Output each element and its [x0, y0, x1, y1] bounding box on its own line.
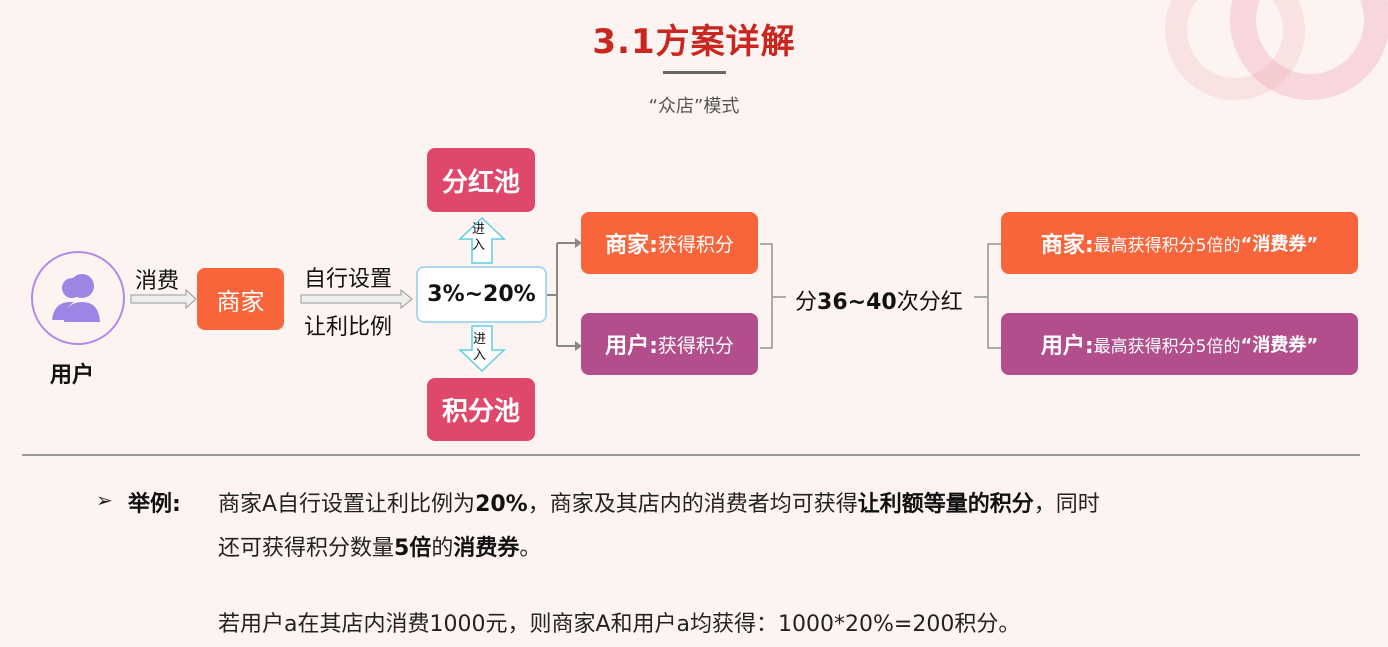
merchant-prefix: 商家:: [1040, 233, 1094, 258]
set-ratio-label-1: 自行设置: [304, 267, 393, 292]
times-range: 36~40: [817, 290, 897, 315]
dividend-times-label: 分36~40次分红: [795, 284, 963, 316]
text: 商家A自行设置让利比例为: [218, 492, 476, 517]
merchant-points-text: 获得积分: [657, 233, 734, 256]
points-pool-label: 积分池: [441, 397, 520, 427]
user-points-box: 用户: 获得积分: [581, 313, 758, 375]
user-voucher-box: 用户: 最高获得积分5倍的 “消费券”: [1001, 313, 1358, 375]
example-line-1: 商家A自行设置让利比例为20%，商家及其店内的消费者均可获得让利额等量的积分，同…: [218, 486, 1100, 518]
set-ratio-label-2: 让利比例: [304, 315, 393, 340]
user-prefix: 用户:: [605, 334, 658, 359]
text: 消费券: [453, 536, 520, 561]
page-subtitle: “众店”模式: [648, 96, 740, 117]
consume-label: 消费: [135, 269, 180, 294]
user-points-text: 获得积分: [657, 334, 734, 357]
text: 。: [519, 536, 542, 561]
voucher-bold: “消费券”: [1240, 234, 1319, 255]
divider: [22, 454, 1360, 456]
bullet-icon: ➢: [96, 488, 113, 512]
enter-label-up: 进入: [472, 222, 485, 254]
text: ，商家及其店内的消费者均可获得: [527, 492, 858, 517]
dividend-pool-label: 分红池: [441, 167, 520, 198]
text: 5倍: [394, 536, 432, 561]
text: 分: [795, 290, 818, 315]
user-avatar: [31, 251, 125, 345]
user-prefix: 用户:: [1040, 334, 1094, 359]
text: 次分红: [896, 290, 963, 315]
example-line-3: 若用户a在其店内消费1000元，则商家A和用户a均获得：1000*20%=200…: [218, 612, 1021, 637]
enter-text: 入: [472, 238, 486, 253]
enter-text: 进: [472, 222, 486, 237]
users-icon: [52, 274, 100, 322]
merchant-voucher-box: 商家: 最高获得积分5倍的 “消费券”: [1001, 212, 1358, 274]
example-heading: 举例:: [128, 492, 181, 517]
ratio-value: 3%~20%: [427, 282, 536, 307]
arrow-right-icon: [300, 289, 413, 309]
text: 让利额等量的积分: [857, 492, 1034, 517]
arrow-right-icon: [130, 289, 197, 309]
enter-text: 进: [473, 332, 487, 347]
merchant-points-box: 商家: 获得积分: [581, 212, 758, 274]
bracket-right: [974, 243, 1002, 349]
text: ，同时: [1033, 492, 1100, 517]
text: 的: [431, 536, 454, 561]
arrow-down-icon: [458, 325, 506, 373]
ratio-box: 3%~20%: [416, 266, 547, 323]
example-line-2: 还可获得积分数量5倍的消费券。: [218, 530, 541, 562]
enter-label-down: 进入: [473, 332, 486, 364]
points-pool-box: 积分池: [427, 378, 535, 441]
text: 20%: [475, 492, 528, 517]
dividend-pool-box: 分红池: [427, 148, 535, 212]
merchant-box: 商家: [197, 268, 284, 330]
bracket-left: [760, 243, 786, 349]
voucher-bold: “消费券”: [1240, 335, 1319, 356]
merchant-prefix: 商家:: [605, 233, 658, 258]
page-title: 3.1方案详解: [592, 22, 796, 62]
arrow-up-icon: [458, 217, 506, 264]
enter-text: 入: [473, 348, 487, 363]
merchant-label: 商家: [216, 287, 265, 316]
text: 还可获得积分数量: [218, 536, 395, 561]
voucher-text: 最高获得积分5倍的: [1093, 235, 1241, 256]
voucher-text: 最高获得积分5倍的: [1093, 336, 1241, 357]
user-label: 用户: [50, 363, 95, 388]
branch-connector: [547, 238, 582, 351]
title-underline: [663, 71, 726, 74]
